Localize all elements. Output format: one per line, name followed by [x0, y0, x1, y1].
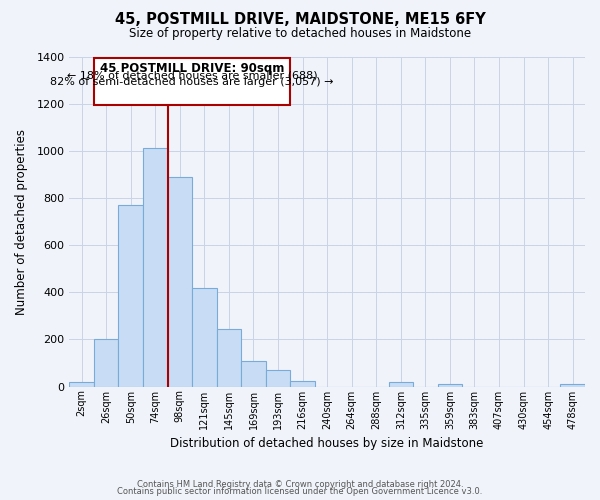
Bar — [560, 384, 585, 386]
Bar — [192, 288, 217, 386]
Bar — [118, 205, 143, 386]
Bar — [167, 177, 192, 386]
Bar — [389, 382, 413, 386]
Text: 82% of semi-detached houses are larger (3,057) →: 82% of semi-detached houses are larger (… — [50, 77, 334, 87]
Text: 45 POSTMILL DRIVE: 90sqm: 45 POSTMILL DRIVE: 90sqm — [100, 62, 284, 75]
Text: Size of property relative to detached houses in Maidstone: Size of property relative to detached ho… — [129, 28, 471, 40]
Text: ← 18% of detached houses are smaller (688): ← 18% of detached houses are smaller (68… — [67, 70, 317, 81]
FancyBboxPatch shape — [94, 58, 290, 105]
Bar — [290, 380, 315, 386]
Text: 45, POSTMILL DRIVE, MAIDSTONE, ME15 6FY: 45, POSTMILL DRIVE, MAIDSTONE, ME15 6FY — [115, 12, 485, 28]
Bar — [437, 384, 462, 386]
Bar — [241, 360, 266, 386]
Y-axis label: Number of detached properties: Number of detached properties — [15, 128, 28, 314]
X-axis label: Distribution of detached houses by size in Maidstone: Distribution of detached houses by size … — [170, 437, 484, 450]
Bar — [94, 340, 118, 386]
Bar — [143, 148, 167, 386]
Bar — [70, 382, 94, 386]
Text: Contains public sector information licensed under the Open Government Licence v3: Contains public sector information licen… — [118, 487, 482, 496]
Text: Contains HM Land Registry data © Crown copyright and database right 2024.: Contains HM Land Registry data © Crown c… — [137, 480, 463, 489]
Bar — [266, 370, 290, 386]
Bar — [217, 329, 241, 386]
